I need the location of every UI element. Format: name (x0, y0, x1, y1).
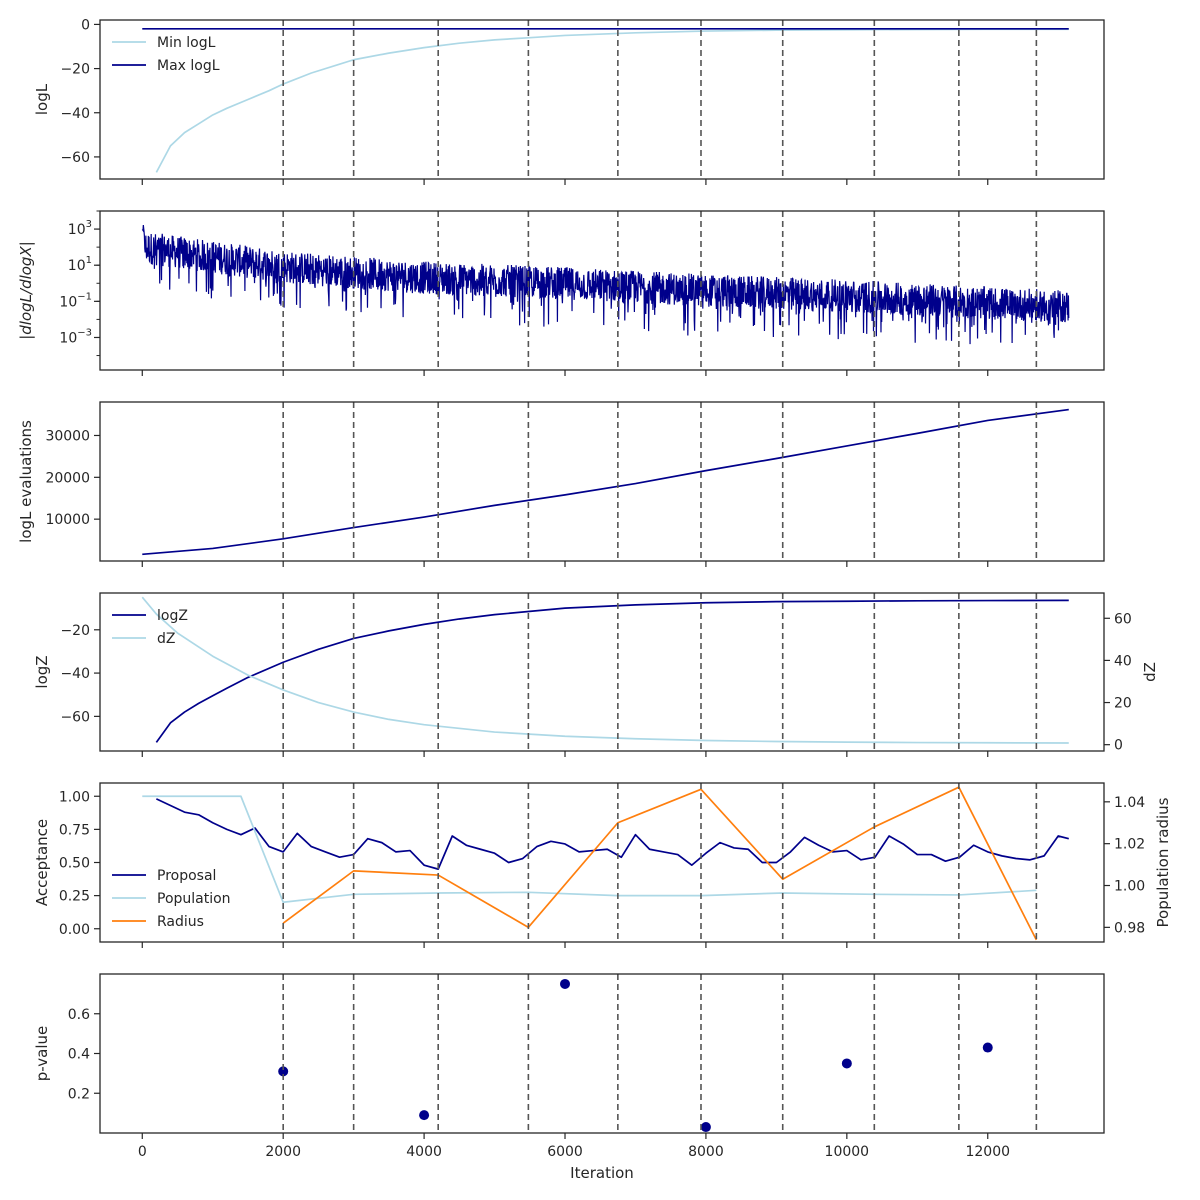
y-tick-label: 30000 (45, 428, 90, 444)
y-tick-label: 20000 (45, 470, 90, 486)
y-tick-label: 101 (68, 255, 92, 274)
y-axis-label: logL evaluations (17, 420, 35, 543)
y-axis-label: p-value (33, 1026, 51, 1082)
x-tick-label: 0 (138, 1144, 147, 1160)
legend-label: logZ (157, 608, 188, 624)
panel-logl: 0 −20 −40 −60 logL Min logL Max logL (33, 17, 1105, 185)
x-axis-label: Iteration (570, 1164, 634, 1182)
y2-tick-label: 0.98 (1114, 920, 1145, 936)
y-tick-base: 10 (68, 222, 86, 238)
legend-label: Min logL (157, 35, 216, 51)
y-tick-exponent: −3 (77, 327, 92, 338)
legend-label: Population (157, 891, 231, 907)
y2-tick-label: 1.04 (1114, 795, 1145, 811)
plot-area-logl (142, 27, 1069, 173)
series-min-logl-line (155, 28, 1069, 173)
y-tick-label: −20 (60, 623, 90, 639)
y-tick-label: 0.25 (59, 889, 90, 905)
y-tick-label: 0.75 (59, 822, 90, 838)
y-tick-base: 10 (59, 294, 77, 310)
panel-acceptance: 1.00 0.75 0.50 0.25 0.00 Acceptance 1.04 1.02 1.… (33, 782, 1172, 948)
axes-frame (99, 401, 1105, 562)
y-tick-label: 10−1 (59, 291, 92, 310)
series-population-line (142, 795, 1037, 904)
series-dz-line (141, 596, 1069, 744)
y2-axis-label: Population radius (1154, 797, 1172, 927)
legend-label: Radius (157, 914, 204, 930)
axes-frame (99, 210, 1105, 371)
data-point (278, 1066, 289, 1077)
y-tick-label: 0.00 (59, 922, 90, 938)
y-tick-base: 10 (59, 330, 77, 346)
y-tick-label: 0.50 (59, 856, 90, 872)
y-axis-label: |dlogL/dlogX| (17, 241, 35, 340)
x-tick-label: 10000 (825, 1144, 870, 1160)
data-point (419, 1110, 430, 1121)
y-tick-exponent: 3 (86, 219, 92, 230)
y2-tick-label: 60 (1114, 611, 1132, 627)
plot-area-evals (142, 408, 1069, 556)
x-tick-label: 2000 (265, 1144, 301, 1160)
y-tick-exponent: 1 (86, 255, 92, 266)
y-tick-label: 1.00 (59, 789, 90, 805)
x-tick-label: 8000 (688, 1144, 724, 1160)
y-axis-label: Acceptance (33, 819, 51, 906)
y-tick-label: −40 (60, 106, 90, 122)
x-tick-label: 12000 (965, 1144, 1010, 1160)
y-tick-label: 0 (81, 17, 90, 33)
legend-label: Max logL (157, 58, 220, 74)
y2-tick-label: 1.02 (1114, 837, 1145, 853)
data-point (560, 978, 571, 989)
series-logz-line (155, 599, 1069, 743)
series-radius-line (282, 786, 1038, 941)
y-axis-label: logZ (33, 655, 51, 688)
panel-evals: 10000 20000 30000 logL evaluations (17, 401, 1105, 567)
plot-area-pvalue (278, 978, 993, 1133)
series-evals-line (142, 408, 1069, 556)
axes-frame (99, 782, 1105, 943)
data-point (982, 1042, 993, 1053)
series-proposal-line (155, 798, 1069, 870)
series-line-dlogl (141, 225, 1070, 345)
plot-area-acceptance (142, 786, 1069, 941)
y-axis-label: logL (33, 83, 51, 115)
y-tick-label: 10000 (45, 512, 90, 528)
y-tick-label: 10−3 (59, 327, 92, 346)
y2-tick-label: 40 (1114, 653, 1132, 669)
y-tick-label: 0.6 (68, 1007, 90, 1023)
data-point (700, 1122, 711, 1133)
y-tick-exponent: −1 (77, 291, 92, 302)
y-axis-label-text: |dlogL/dlogX| (17, 241, 35, 340)
axes-frame (99, 19, 1105, 180)
y-tick-label: −60 (60, 150, 90, 166)
y-tick-label: −60 (60, 709, 90, 725)
legend-label: Proposal (157, 868, 216, 884)
x-tick-label: 4000 (406, 1144, 442, 1160)
y-tick-label: 0.4 (68, 1047, 90, 1063)
axes-frame (99, 592, 1105, 752)
y2-tick-label: 20 (1114, 696, 1132, 712)
y-tick-base: 10 (68, 258, 86, 274)
plot-area-dlogl (141, 225, 1070, 345)
legend-label: dZ (157, 631, 175, 647)
y-tick-label: −20 (60, 62, 90, 78)
panel-pvalue: 0 2000 4000 6000 8000 10000 12000 Iteration 0.6 0… (33, 973, 1105, 1182)
y2-tick-label: 1.00 (1114, 879, 1145, 895)
y-tick-label: 0.2 (68, 1086, 90, 1102)
axes-frame (99, 973, 1105, 1134)
plot-area-logz (141, 596, 1069, 744)
y2-tick-label: 0 (1114, 738, 1123, 754)
data-point (841, 1058, 852, 1069)
y2-axis-label: dZ (1141, 662, 1159, 682)
x-tick-label: 6000 (547, 1144, 583, 1160)
y-tick-label: 103 (68, 219, 92, 238)
panel-logz: −20 −40 −60 logZ 0 20 40 60 dZ logZ dZ (33, 592, 1159, 757)
y-tick-label: −40 (60, 666, 90, 682)
